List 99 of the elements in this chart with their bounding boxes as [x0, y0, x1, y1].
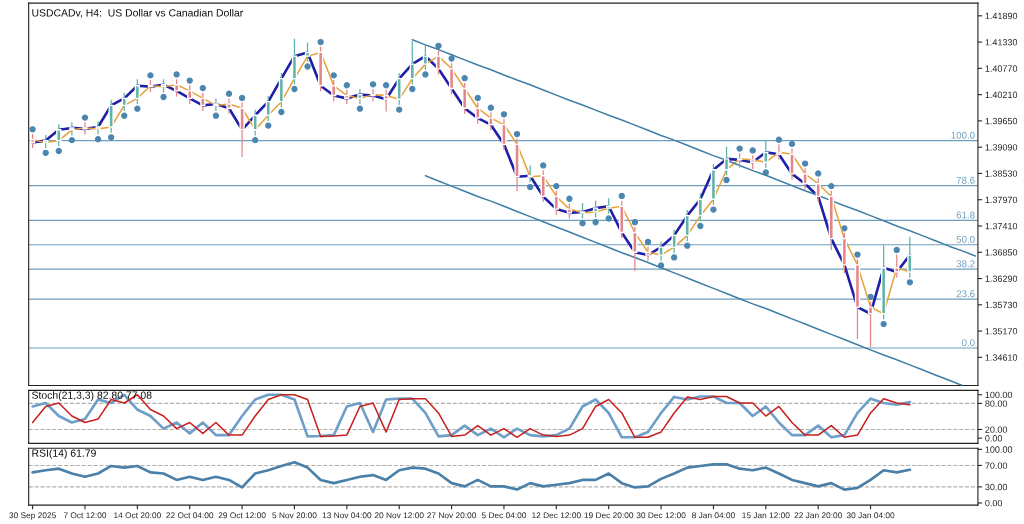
y-tick-label: 20.00	[985, 426, 1008, 433]
x-tick-label: 30 Sep 2025	[9, 512, 56, 520]
annotation: 61.8	[956, 211, 975, 219]
x-tick-label: 5 Nov 20:00	[272, 512, 317, 519]
candlestick	[632, 226, 638, 272]
chart-title: USDCADv, H4: US Dollar vs Canadian Dollar	[32, 8, 244, 18]
x-tick-label: 8 Jan 04:00	[692, 512, 735, 519]
x-tick-label: 7 Oct 12:00	[63, 512, 107, 519]
y-tick-label: 1.40210	[985, 91, 1018, 98]
annotation: 38.2	[956, 260, 975, 268]
candlestick	[357, 88, 363, 105]
candlestick	[658, 240, 664, 262]
candlestick	[331, 79, 337, 102]
annotation: 0.0	[961, 339, 975, 347]
candlestick	[95, 120, 101, 136]
y-tick-label: 1.39090	[985, 144, 1018, 151]
chart-title: RSI(14) 61.79	[32, 449, 96, 459]
candlestick	[265, 95, 271, 122]
candlestick	[645, 246, 651, 262]
y-tick-label: 70.00	[985, 462, 1008, 469]
candlestick	[291, 38, 298, 85]
y-tick-label: 100.00	[985, 446, 1013, 453]
candlestick	[370, 88, 376, 102]
y-tick-label: 1.34610	[985, 354, 1018, 361]
y-tick-label: 80.00	[985, 400, 1008, 407]
y-tick-label: 1.40770	[985, 65, 1018, 72]
candlestick	[802, 167, 808, 191]
y-tick-label: 1.35170	[985, 328, 1018, 335]
candlestick	[226, 97, 232, 115]
candlestick	[488, 111, 494, 131]
candlestick	[278, 72, 285, 108]
x-tick-label: 19 Dec 20:00	[584, 512, 634, 519]
candlestick	[697, 192, 704, 222]
candlestick	[684, 209, 690, 242]
y-tick-label: 1.36290	[985, 275, 1018, 282]
candlestick	[252, 109, 258, 137]
candlestick	[789, 147, 795, 181]
candlestick	[501, 118, 507, 151]
line-series	[31, 460, 912, 491]
candlestick	[553, 190, 559, 216]
y-tick-label: 30.00	[985, 483, 1008, 491]
candlestick	[435, 49, 442, 76]
annotation: 50.0	[956, 235, 975, 243]
x-tick-label: 20 Nov 12:00	[374, 512, 424, 519]
y-tick-label: 0.00	[985, 435, 1003, 442]
candlestick	[200, 92, 206, 112]
candlestick	[108, 99, 114, 134]
candlestick	[409, 40, 415, 85]
candlestick	[134, 78, 141, 105]
line-series	[411, 38, 977, 257]
x-tick-label: 29 Oct 12:00	[218, 512, 266, 519]
candlestick	[422, 43, 429, 71]
y-tick-label: 1.41890	[985, 12, 1018, 20]
x-tick-label: 12 Dec 12:00	[532, 512, 581, 519]
annotation: 23.6	[956, 290, 975, 298]
chart-title: Stoch(21,3,3) 82.80 77.08	[31, 391, 152, 401]
candlestick	[187, 84, 193, 105]
candlestick	[776, 143, 782, 161]
candlestick	[396, 72, 402, 106]
x-tick-label: 5 Dec 04:00	[481, 512, 527, 519]
candlestick	[815, 177, 821, 203]
x-tick-label: 22 Jan 20:00	[794, 512, 842, 519]
candlestick	[69, 121, 75, 137]
y-tick-label: 1.41330	[985, 39, 1018, 46]
y-tick-label: 100.00	[985, 391, 1013, 399]
x-tick-label: 14 Oct 20:00	[114, 512, 161, 519]
candlestick	[82, 121, 88, 136]
candlestick	[894, 253, 900, 279]
candlestick	[213, 97, 219, 112]
candlestick	[462, 82, 468, 115]
y-tick-label: 1.39650	[985, 117, 1018, 125]
y-tick-label: 1.35730	[985, 301, 1018, 309]
candlestick	[239, 101, 245, 158]
y-tick-label: 1.37970	[985, 196, 1018, 204]
x-tick-label: 30 Dec 12:00	[636, 512, 686, 519]
candlestick	[475, 101, 481, 125]
candlestick	[763, 140, 769, 169]
x-tick-label: 30 Jan 04:00	[846, 512, 895, 519]
candlestick	[121, 92, 127, 112]
candlestick	[56, 123, 62, 147]
annotation: 100.0	[951, 131, 975, 139]
candlestick	[527, 164, 533, 183]
candlestick	[907, 236, 913, 279]
candlestick	[867, 300, 874, 348]
y-tick-label: 1.37410	[985, 222, 1018, 230]
candlestick	[540, 169, 546, 203]
candlestick	[448, 62, 455, 95]
x-tick-label: 15 Jan 12:00	[742, 512, 790, 519]
annotation: 78.6	[956, 176, 975, 184]
candlestick	[723, 146, 730, 176]
candlestick	[671, 229, 677, 254]
y-tick-label: 1.38530	[985, 170, 1018, 177]
y-tick-label: 0.00	[985, 499, 1003, 507]
y-tick-label: 1.36850	[985, 249, 1018, 256]
x-tick-label: 27 Nov 20:00	[427, 512, 477, 519]
x-tick-label: 13 Nov 04:00	[322, 512, 372, 519]
candlestick	[383, 89, 389, 113]
candlestick	[304, 41, 311, 63]
x-tick-label: 22 Oct 04:00	[166, 512, 214, 519]
